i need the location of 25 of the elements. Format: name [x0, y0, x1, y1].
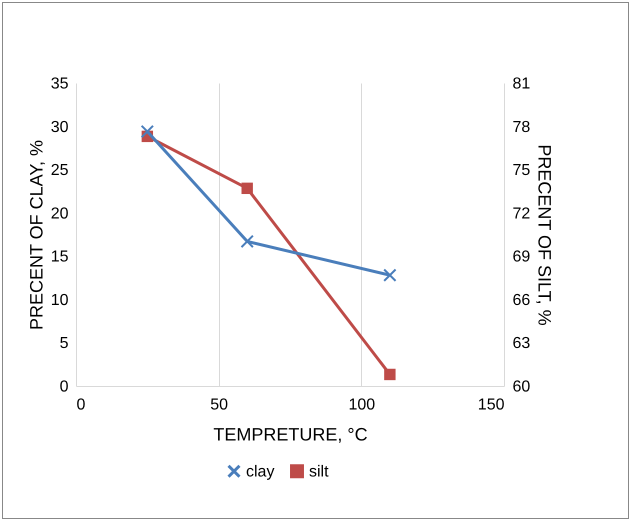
x-axis-title: TEMPRETURE, °C — [213, 424, 368, 444]
y-tick-label: 15 — [50, 248, 69, 266]
y2-tick-label: 69 — [512, 248, 530, 266]
y2-tick-label: 75 — [512, 162, 530, 180]
y-axis-title: PRECENT OF CLAY, % — [26, 140, 47, 330]
y2-tick-label: 72 — [512, 205, 530, 222]
y-tick-label: 0 — [60, 378, 69, 396]
y-tick-label: 30 — [50, 118, 69, 136]
y-tick-label: 20 — [50, 205, 69, 222]
legend-label: silt — [309, 463, 330, 480]
y-tick-label: 10 — [50, 292, 69, 309]
y2-tick-label: 78 — [512, 118, 530, 136]
x-tick-label: 150 — [478, 396, 505, 414]
y-tick-label: 5 — [60, 335, 69, 352]
legend-label: clay — [246, 463, 274, 480]
y-tick-label: 35 — [50, 76, 69, 92]
x-tick-label: 100 — [348, 396, 376, 414]
y-tick-label: 25 — [50, 162, 69, 180]
x-tick-label: 50 — [210, 396, 228, 414]
x-tick-label: 0 — [76, 396, 86, 414]
y2-tick-label: 66 — [512, 292, 530, 309]
y2-tick-label: 63 — [512, 335, 530, 352]
y2-axis-title: PRECENT OF SILT, % — [534, 144, 554, 326]
y2-tick-label: 60 — [512, 378, 530, 396]
y2-tick-label: 81 — [512, 76, 530, 92]
